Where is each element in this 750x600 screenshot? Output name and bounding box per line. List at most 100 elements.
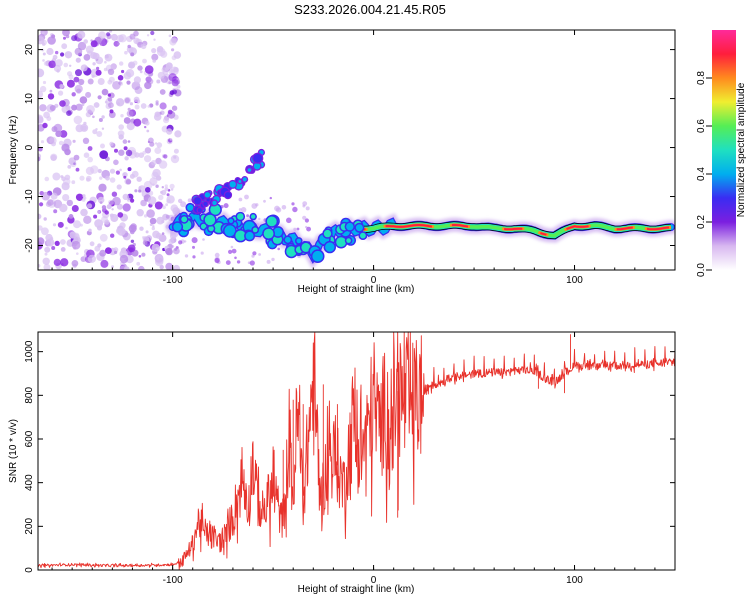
- ridge-blob: [237, 213, 244, 220]
- noise-speckle: [277, 247, 281, 251]
- noise-speckle: [128, 62, 134, 68]
- noise-speckle: [80, 123, 89, 132]
- branch-blob: [253, 163, 261, 170]
- noise-speckle: [129, 173, 135, 179]
- noise-speckle: [38, 68, 45, 78]
- noise-speckle: [238, 208, 242, 211]
- noise-speckle: [42, 80, 47, 85]
- noise-speckle: [97, 243, 102, 248]
- noise-speckle: [104, 100, 108, 104]
- noise-speckle: [123, 146, 128, 151]
- noise-speckle: [140, 43, 147, 50]
- noise-speckle: [79, 175, 85, 181]
- noise-speckle: [165, 262, 173, 270]
- noise-speckle: [64, 174, 71, 181]
- noise-speckle: [166, 195, 175, 204]
- noise-speckle: [119, 254, 129, 264]
- noise-speckle: [171, 48, 175, 52]
- noise-speckle: [92, 129, 98, 135]
- noise-speckle: [225, 260, 231, 265]
- noise-speckle: [174, 130, 182, 138]
- ridge-core-red: [504, 227, 523, 231]
- noise-speckle: [39, 85, 47, 93]
- noise-speckle: [58, 90, 64, 96]
- noise-speckle: [46, 238, 55, 247]
- noise-speckle: [271, 257, 275, 262]
- noise-speckle: [124, 50, 128, 55]
- noise-speckle: [75, 57, 81, 63]
- noise-speckle: [171, 245, 175, 248]
- noise-speckle: [81, 103, 85, 106]
- noise-speckle: [68, 214, 74, 219]
- noise-speckle: [154, 111, 161, 118]
- noise-speckle: [73, 115, 83, 125]
- noise-speckle: [71, 205, 79, 212]
- noise-speckle: [55, 50, 59, 55]
- noise-speckle: [150, 30, 155, 36]
- noise-speckle: [42, 52, 46, 56]
- noise-speckle: [169, 183, 175, 189]
- noise-speckle: [159, 89, 166, 95]
- noise-speckle: [39, 202, 44, 207]
- noise-speckle: [142, 240, 148, 246]
- branch-blob: [225, 192, 231, 198]
- noise-speckle: [38, 237, 45, 246]
- noise-speckle: [164, 184, 168, 188]
- noise-speckle: [98, 183, 107, 192]
- ridge-core-red: [385, 224, 433, 228]
- noise-speckle: [75, 103, 83, 111]
- spectral-ridge: [165, 148, 675, 270]
- noise-speckle: [93, 214, 98, 219]
- noise-speckle: [90, 52, 98, 59]
- noise-speckle: [142, 58, 147, 64]
- spectrogram-x-ticks: -100 0 100: [51, 30, 676, 286]
- noise-speckle: [244, 194, 249, 200]
- noise-speckle: [126, 122, 135, 131]
- noise-speckle: [120, 114, 124, 118]
- noise-speckle: [138, 254, 142, 258]
- noise-speckle: [115, 98, 125, 107]
- noise-speckle: [108, 199, 114, 206]
- noise-speckle: [112, 196, 121, 206]
- noise-speckle: [119, 61, 124, 66]
- noise-speckle: [83, 215, 92, 224]
- noise-speckle: [92, 115, 95, 119]
- noise-speckle: [73, 154, 80, 161]
- noise-speckle: [38, 156, 41, 162]
- noise-speckle: [104, 219, 110, 225]
- noise-speckle: [151, 53, 159, 61]
- noise-speckle: [138, 189, 142, 193]
- y-tick-label: -20: [24, 238, 35, 253]
- noise-speckle: [249, 260, 255, 266]
- noise-speckle: [134, 152, 140, 158]
- noise-speckle: [156, 257, 160, 261]
- noise-speckle: [41, 191, 50, 201]
- noise-speckle: [129, 102, 133, 106]
- noise-speckle: [63, 36, 66, 40]
- noise-speckle: [162, 205, 166, 210]
- noise-speckle: [77, 30, 86, 39]
- noise-speckle: [60, 52, 65, 57]
- noise-speckle: [79, 96, 88, 104]
- noise-speckle: [231, 248, 237, 254]
- noise-speckle: [111, 265, 114, 268]
- noise-speckle: [173, 148, 179, 154]
- noise-speckle: [42, 59, 45, 62]
- noise-speckle: [118, 134, 124, 140]
- branch-blob: [212, 200, 217, 206]
- noise-speckle: [107, 93, 112, 97]
- noise-speckle: [304, 218, 309, 223]
- branch-blob: [206, 198, 210, 202]
- noise-speckle: [98, 118, 103, 122]
- ridge-blob: [210, 204, 221, 215]
- noise-speckle: [121, 69, 125, 74]
- noise-speckle: [291, 202, 295, 206]
- noise-speckle: [153, 38, 156, 41]
- noise-speckle: [44, 252, 48, 256]
- noise-speckle: [138, 186, 142, 190]
- noise-speckle: [38, 264, 41, 268]
- colorbar: 0.0 0.2 0.4 0.6 0.8 Normalized spectral ampl…: [696, 30, 747, 277]
- noise-speckle: [58, 140, 64, 146]
- ridge-blob: [296, 238, 302, 244]
